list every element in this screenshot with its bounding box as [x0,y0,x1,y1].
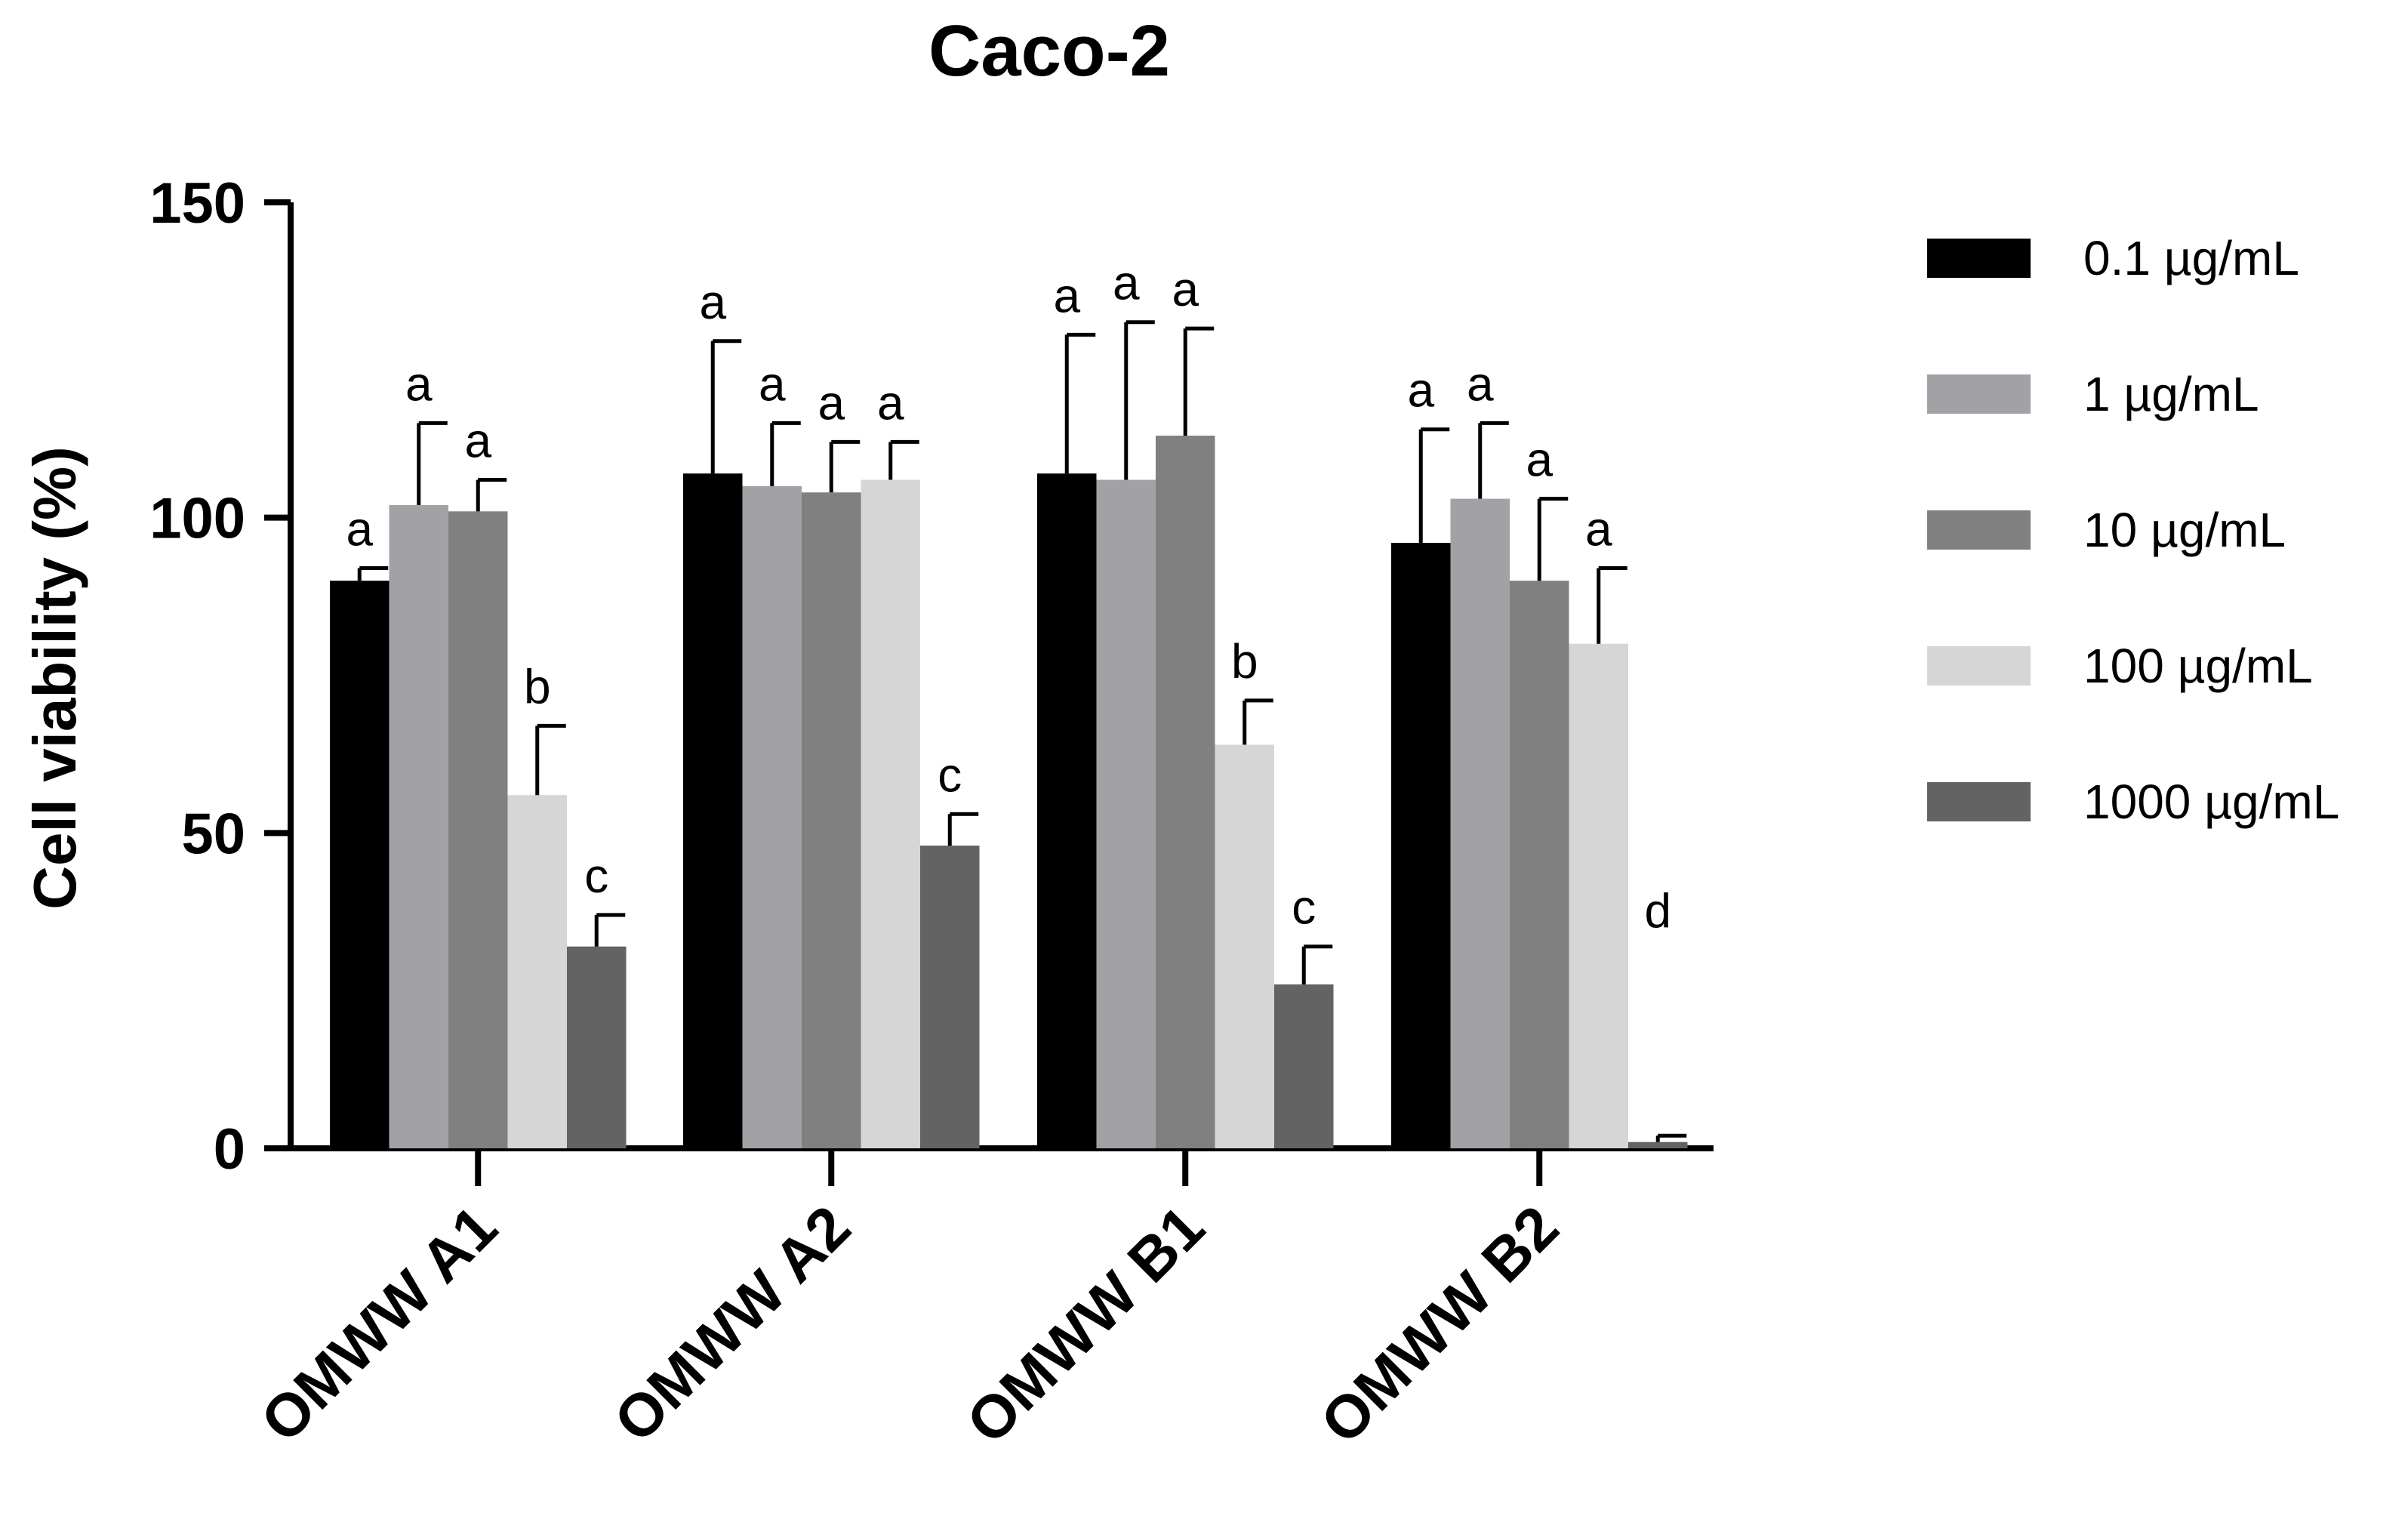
significance-letter: a [877,375,904,430]
y-tick-label: 100 [149,487,245,551]
bar [1450,498,1510,1148]
bar [330,581,390,1148]
legend-label: 10 µg/mL [2083,503,2286,557]
legend-label: 100 µg/mL [2083,639,2313,693]
bar [507,795,567,1148]
significance-letter: b [1231,634,1258,689]
bar [742,485,802,1148]
significance-letter: a [1113,256,1140,310]
legend-swatch [1927,239,2031,278]
legend-swatch [1927,646,2031,686]
bar [448,511,508,1148]
bar [1274,984,1334,1148]
bar [1096,479,1156,1148]
bar [1510,581,1569,1148]
significance-letter: a [1172,262,1199,316]
significance-letter: d [1644,884,1671,938]
x-category-label: OMWW A1 [248,1193,510,1455]
bar [1569,643,1628,1148]
significance-letter: a [1407,363,1434,418]
x-category-label: OMWW B1 [953,1193,1217,1456]
bar [920,846,980,1148]
bar [861,479,920,1148]
significance-letter: a [1526,433,1553,487]
legend-label: 1000 µg/mL [2083,775,2339,829]
significance-letter: a [346,501,373,556]
significance-letter: a [464,414,491,468]
significance-letter: c [584,849,608,903]
bar [567,946,627,1148]
chart-title: Caco-2 [928,11,1170,91]
significance-letter: b [524,659,551,713]
y-tick-label: 50 [181,802,245,866]
significance-letter: a [405,356,433,411]
bar [1156,436,1215,1148]
significance-letter: a [818,375,845,430]
bar [1628,1142,1688,1148]
y-axis-label: Cell viability (%) [21,446,88,909]
significance-letter: a [1467,356,1494,411]
legend-swatch [1927,510,2031,550]
y-tick-label: 0 [214,1117,245,1182]
significance-letter: c [1292,880,1316,935]
bar [1391,543,1451,1148]
significance-letter: c [938,747,962,802]
significance-letter: a [1585,501,1612,556]
legend-swatch [1927,782,2031,821]
significance-letter: a [699,275,726,329]
significance-letter: a [1053,268,1080,322]
bar [802,492,861,1148]
significance-letter: a [759,356,786,411]
bar [1215,744,1274,1148]
bar [389,504,448,1148]
x-category-label: OMWW B2 [1307,1193,1571,1456]
legend-label: 0.1 µg/mL [2083,231,2299,285]
bar [1037,473,1097,1148]
x-category-label: OMWW A2 [602,1193,864,1455]
bar [683,473,743,1148]
legend-swatch [1927,374,2031,414]
legend-label: 1 µg/mL [2083,367,2259,421]
y-tick-label: 150 [149,171,245,236]
